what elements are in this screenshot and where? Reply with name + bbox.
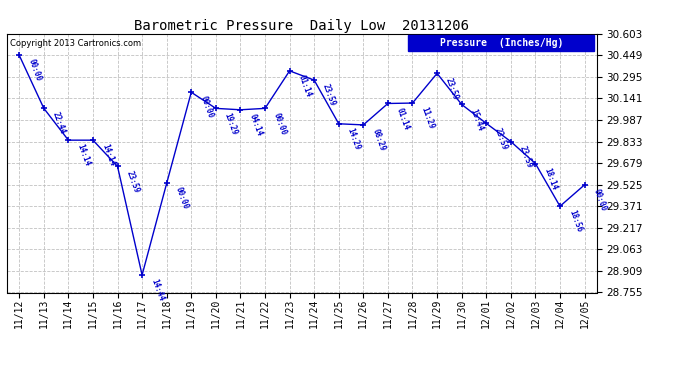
Text: 22:44: 22:44 xyxy=(51,111,67,136)
Bar xyxy=(408,35,594,51)
Text: 18:14: 18:14 xyxy=(542,166,559,191)
Text: 15:44: 15:44 xyxy=(469,107,485,132)
Text: 01:14: 01:14 xyxy=(297,74,313,99)
Title: Barometric Pressure  Daily Low  20131206: Barometric Pressure Daily Low 20131206 xyxy=(135,19,469,33)
Text: 01:14: 01:14 xyxy=(395,106,411,131)
Text: 14:14: 14:14 xyxy=(100,143,116,168)
Text: 23:59: 23:59 xyxy=(444,76,460,101)
Text: 23:59: 23:59 xyxy=(321,83,337,108)
Text: 18:56: 18:56 xyxy=(567,209,583,234)
Text: 14:14: 14:14 xyxy=(75,143,92,168)
Text: 08:29: 08:29 xyxy=(371,128,386,153)
Text: 14:44: 14:44 xyxy=(149,278,166,303)
Text: 23:59: 23:59 xyxy=(518,144,534,169)
Text: 19:29: 19:29 xyxy=(223,111,239,136)
Text: 14:29: 14:29 xyxy=(346,126,362,152)
Text: 00:00: 00:00 xyxy=(26,58,43,83)
Text: Copyright 2013 Cartronics.com: Copyright 2013 Cartronics.com xyxy=(10,39,141,48)
Text: 00:00: 00:00 xyxy=(591,188,608,212)
Text: 11:29: 11:29 xyxy=(420,106,436,130)
Text: 00:00: 00:00 xyxy=(198,95,215,120)
Text: 23:59: 23:59 xyxy=(493,126,509,151)
Text: Pressure  (Inches/Hg): Pressure (Inches/Hg) xyxy=(440,38,563,48)
Text: 23:59: 23:59 xyxy=(124,169,141,194)
Text: 00:00: 00:00 xyxy=(174,186,190,211)
Text: 00:00: 00:00 xyxy=(272,111,288,136)
Text: 04:14: 04:14 xyxy=(248,112,264,137)
